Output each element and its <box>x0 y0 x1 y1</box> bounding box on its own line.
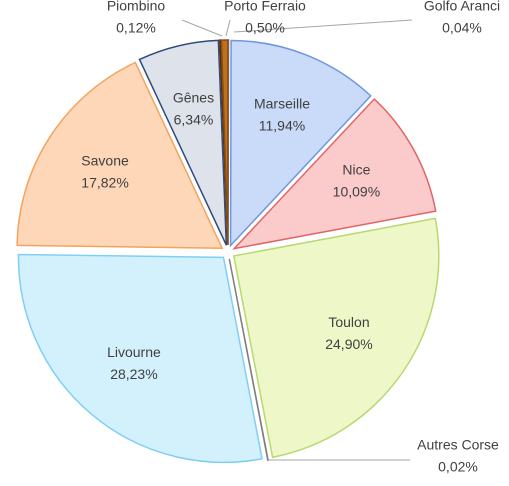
slice-label: Piombino <box>107 0 166 14</box>
value-label: 0,04% <box>442 20 482 36</box>
pie-slice <box>229 39 372 248</box>
slice-label: Toulon <box>328 314 369 330</box>
value-label: 0,02% <box>438 459 478 475</box>
slice-label: Gênes <box>173 89 214 105</box>
pie-slice <box>232 217 440 459</box>
slice-label: Porto Ferraio <box>224 0 306 14</box>
pie-slice <box>232 97 437 250</box>
slice-label: Livourne <box>107 344 161 360</box>
value-label: 24,90% <box>325 336 372 352</box>
pie-slice <box>17 253 263 464</box>
value-label: 0,50% <box>245 20 285 36</box>
slice-label: Golfo Aranci <box>424 0 500 14</box>
slice-label: Savone <box>81 152 129 168</box>
leader-line <box>225 19 231 37</box>
slice-label: Autres Corse <box>417 437 499 453</box>
value-label: 28,23% <box>110 366 157 382</box>
slice-label: Marseille <box>254 96 310 112</box>
value-label: 11,94% <box>259 118 305 134</box>
value-label: 10,09% <box>333 183 380 199</box>
pie-slice <box>16 61 224 249</box>
leader-line <box>233 19 413 33</box>
pie-slice <box>220 39 229 246</box>
slice-label: Nice <box>342 161 370 177</box>
value-label: 17,82% <box>81 174 128 190</box>
pie-slice <box>138 39 228 246</box>
value-label: 0,12% <box>116 20 156 36</box>
leader-line <box>181 19 223 37</box>
value-label: 6,34% <box>174 111 214 127</box>
